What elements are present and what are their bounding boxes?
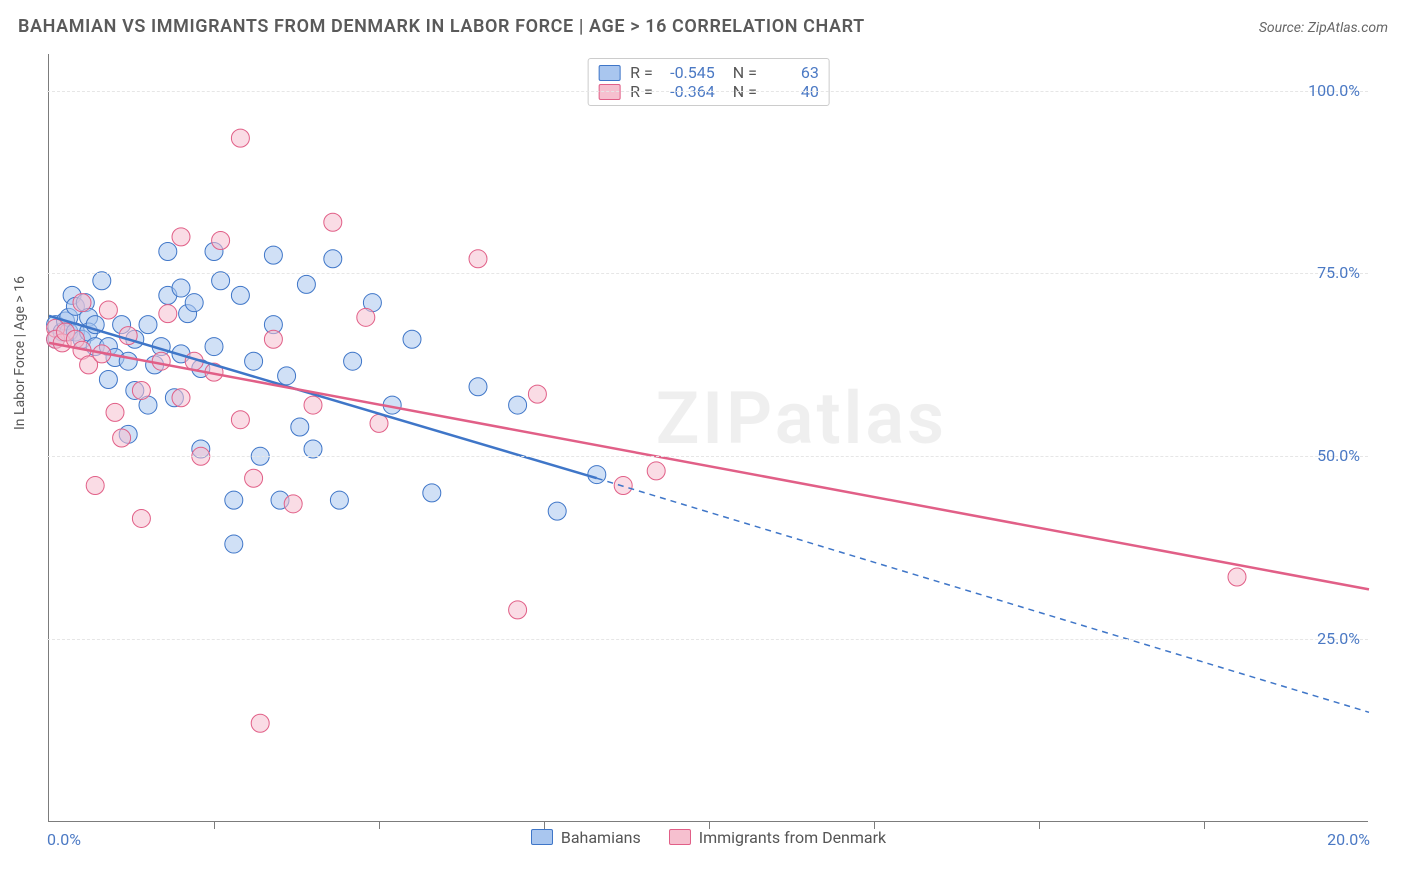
trend-line xyxy=(597,478,1369,712)
data-point-bahamians xyxy=(278,367,296,385)
data-point-bahamians xyxy=(231,286,249,304)
gridline xyxy=(47,273,1368,274)
data-point-bahamians xyxy=(185,294,203,312)
x-axis-minor-tick xyxy=(1039,821,1040,829)
data-point-denmark xyxy=(528,385,546,403)
x-axis-minor-tick xyxy=(544,821,545,829)
data-point-bahamians xyxy=(99,370,117,388)
data-point-bahamians xyxy=(119,352,137,370)
legend: Bahamians Immigrants from Denmark xyxy=(49,828,1368,850)
y-axis-tick: 50.0% xyxy=(1317,446,1360,465)
y-axis-tick: 25.0% xyxy=(1317,629,1360,648)
data-point-denmark xyxy=(264,330,282,348)
data-point-denmark xyxy=(106,403,124,421)
gridline xyxy=(47,639,1368,640)
x-axis-minor-tick xyxy=(874,821,875,829)
chart-plot-area: ZIPatlas R = -0.545 N = 63 R = -0.364 N … xyxy=(48,54,1368,822)
x-axis-minor-tick xyxy=(214,821,215,829)
chart-title: BAHAMIAN VS IMMIGRANTS FROM DENMARK IN L… xyxy=(18,16,865,37)
data-point-denmark xyxy=(469,250,487,268)
legend-item-denmark: Immigrants from Denmark xyxy=(669,828,886,847)
data-point-bahamians xyxy=(172,279,190,297)
data-point-denmark xyxy=(159,305,177,323)
x-axis-minor-tick xyxy=(709,821,710,829)
data-point-denmark xyxy=(132,381,150,399)
x-axis-minor-tick xyxy=(379,821,380,829)
data-point-denmark xyxy=(86,477,104,495)
y-axis-tick: 100.0% xyxy=(1308,81,1360,100)
data-point-denmark xyxy=(251,714,269,732)
data-point-denmark xyxy=(231,129,249,147)
data-point-bahamians xyxy=(324,250,342,268)
data-point-bahamians xyxy=(225,535,243,553)
data-point-denmark xyxy=(1228,568,1246,586)
data-point-bahamians xyxy=(225,491,243,509)
swatch-bahamians-icon xyxy=(531,829,553,845)
data-point-bahamians xyxy=(304,440,322,458)
data-point-denmark xyxy=(172,389,190,407)
data-point-denmark xyxy=(284,495,302,513)
data-point-bahamians xyxy=(245,352,263,370)
data-point-bahamians xyxy=(509,396,527,414)
trend-line xyxy=(49,343,1369,589)
data-point-denmark xyxy=(647,462,665,480)
data-point-denmark xyxy=(99,301,117,319)
data-point-denmark xyxy=(212,232,230,250)
data-point-denmark xyxy=(304,396,322,414)
scatter-svg xyxy=(49,54,1368,821)
data-point-bahamians xyxy=(588,466,606,484)
data-point-denmark xyxy=(324,213,342,231)
data-point-denmark xyxy=(172,228,190,246)
legend-label: Bahamians xyxy=(561,828,641,847)
legend-item-bahamians: Bahamians xyxy=(531,828,641,847)
data-point-bahamians xyxy=(159,242,177,260)
data-point-bahamians xyxy=(403,330,421,348)
data-point-bahamians xyxy=(344,352,362,370)
data-point-bahamians xyxy=(291,418,309,436)
data-point-denmark xyxy=(113,429,131,447)
data-point-bahamians xyxy=(548,502,566,520)
gridline xyxy=(47,91,1368,92)
x-axis-minor-tick xyxy=(1204,821,1205,829)
data-point-denmark xyxy=(152,352,170,370)
data-point-bahamians xyxy=(330,491,348,509)
data-point-denmark xyxy=(132,509,150,527)
data-point-denmark xyxy=(370,414,388,432)
gridline xyxy=(47,456,1368,457)
data-point-denmark xyxy=(245,469,263,487)
swatch-denmark-icon xyxy=(669,829,691,845)
data-point-bahamians xyxy=(205,338,223,356)
data-point-bahamians xyxy=(297,275,315,293)
data-point-denmark xyxy=(231,411,249,429)
data-point-bahamians xyxy=(264,246,282,264)
data-point-denmark xyxy=(73,294,91,312)
y-axis-tick: 75.0% xyxy=(1317,263,1360,282)
source-label: Source: ZipAtlas.com xyxy=(1259,20,1388,36)
data-point-bahamians xyxy=(469,378,487,396)
legend-label: Immigrants from Denmark xyxy=(699,828,886,847)
data-point-bahamians xyxy=(423,484,441,502)
data-point-bahamians xyxy=(139,316,157,334)
data-point-denmark xyxy=(357,308,375,326)
data-point-denmark xyxy=(509,601,527,619)
y-axis-label: In Labor Force | Age > 16 xyxy=(12,276,28,430)
data-point-bahamians xyxy=(212,272,230,290)
data-point-bahamians xyxy=(93,272,111,290)
